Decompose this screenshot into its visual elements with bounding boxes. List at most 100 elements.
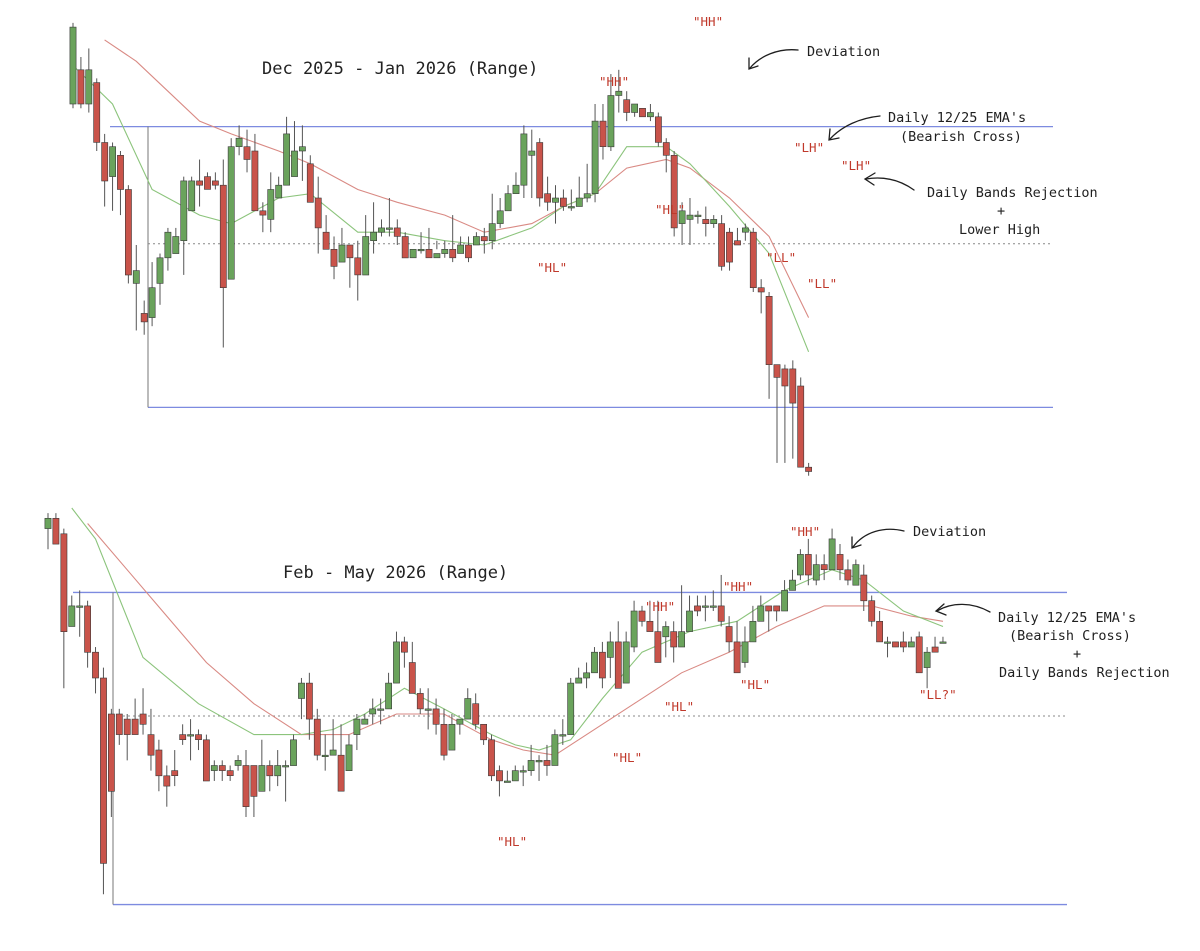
candle-bearish — [804, 554, 812, 576]
candle-bullish — [796, 554, 804, 576]
candle-bearish — [346, 244, 354, 259]
candle-bearish — [60, 533, 68, 632]
candle-bullish — [433, 253, 441, 259]
candle-bearish — [432, 708, 440, 725]
candle-bullish — [69, 26, 77, 105]
candle-bearish — [559, 197, 567, 207]
candle-bearish — [892, 641, 899, 648]
candle-bullish — [210, 765, 218, 771]
candle-bullish — [583, 672, 590, 679]
label-hl: "HL" — [664, 699, 694, 714]
label-hl: "HL" — [655, 202, 685, 217]
candle-bearish — [313, 718, 321, 756]
candle-bullish — [575, 197, 583, 207]
candle-bearish — [717, 605, 725, 622]
candle-bearish — [449, 249, 457, 259]
label-hl: "HL" — [537, 260, 567, 275]
candle-bullish — [607, 95, 615, 148]
candle-bullish — [424, 708, 432, 711]
candle-bearish — [781, 368, 789, 387]
candle-bearish — [115, 713, 123, 735]
candle-bearish — [204, 176, 211, 190]
candle-bullish — [741, 227, 749, 233]
candle-bearish — [131, 718, 139, 735]
candle-bearish — [84, 605, 91, 653]
candle-bullish — [370, 231, 377, 241]
candle-bullish — [68, 605, 76, 627]
candle-bearish — [544, 193, 551, 203]
candle-bullish — [939, 641, 947, 644]
candle-bullish — [156, 257, 164, 284]
candle-bearish — [179, 734, 187, 740]
candle-bearish — [337, 754, 345, 792]
candle-bullish — [385, 682, 392, 710]
note-ema-cross: Daily 12/25 EMA's — [888, 110, 1026, 126]
candle-bullish — [789, 579, 796, 591]
candle-bullish — [353, 718, 361, 735]
ema-slow-line — [104, 39, 810, 318]
candle-bearish — [101, 142, 109, 182]
candle-bearish — [734, 240, 741, 246]
candle-bullish — [361, 718, 369, 725]
arrow-bands-top-head — [863, 172, 876, 186]
candle-bearish — [899, 641, 907, 648]
candle-bearish — [203, 739, 210, 782]
candle-bearish — [931, 646, 939, 653]
candle-bullish — [85, 69, 93, 105]
candle-bearish — [639, 108, 646, 118]
candle-bullish — [76, 605, 84, 608]
candle-bullish — [385, 227, 393, 230]
candle-bullish — [235, 137, 243, 147]
candle-bearish — [638, 610, 646, 622]
label-hh: "HH" — [645, 599, 675, 614]
candle-bearish — [488, 739, 495, 777]
candle-bullish — [282, 765, 289, 768]
chart-panel-bottom — [44, 507, 1067, 906]
candle-bearish — [123, 718, 131, 735]
candle-bearish — [598, 651, 606, 679]
candle-bearish — [797, 385, 805, 468]
candle-bearish — [844, 569, 852, 581]
candle-bullish — [828, 538, 836, 571]
candle-bullish — [709, 605, 717, 608]
candle-bullish — [321, 754, 329, 758]
candle-bullish — [267, 189, 275, 220]
candle-bullish — [44, 517, 52, 529]
candle-bullish — [369, 708, 377, 715]
candle-bullish — [591, 120, 599, 194]
candle-bearish — [654, 631, 662, 663]
candle-bearish — [108, 713, 115, 792]
candle-bullish — [409, 249, 417, 259]
candle-bearish — [773, 364, 781, 378]
candle-bearish — [196, 180, 203, 186]
candle-bullish — [512, 184, 520, 194]
candle-bullish — [646, 112, 654, 118]
candle-bearish — [733, 641, 741, 674]
candle-bullish — [694, 214, 702, 217]
candle-bearish — [393, 227, 401, 237]
candle-bearish — [400, 641, 408, 653]
chart-title-top: Dec 2025 - Jan 2026 (Range) — [262, 59, 538, 79]
arrow-deviation-top — [749, 49, 799, 69]
candle-bearish — [915, 636, 923, 674]
candle-bullish — [527, 760, 535, 772]
candle-bullish — [583, 193, 591, 199]
candle-bearish — [226, 770, 234, 776]
arrow-ema-bottom — [936, 603, 991, 613]
candle-bullish — [551, 734, 559, 766]
candle-bearish — [401, 236, 409, 259]
candle-bullish — [298, 682, 305, 699]
candle-bearish — [125, 189, 132, 276]
note-plus: + — [997, 203, 1005, 219]
candle-bearish — [195, 734, 202, 740]
candle-bullish — [503, 780, 511, 783]
note-deviation: Deviation — [807, 44, 880, 60]
candle-bearish — [242, 765, 250, 808]
candle-bearish — [670, 155, 678, 229]
candle-bullish — [456, 718, 464, 725]
candle-bearish — [259, 210, 267, 216]
candle-bearish — [702, 219, 710, 224]
candle-bullish — [552, 197, 559, 203]
arrow-deviation-bottom — [852, 528, 905, 548]
candle-bullish — [686, 214, 694, 220]
